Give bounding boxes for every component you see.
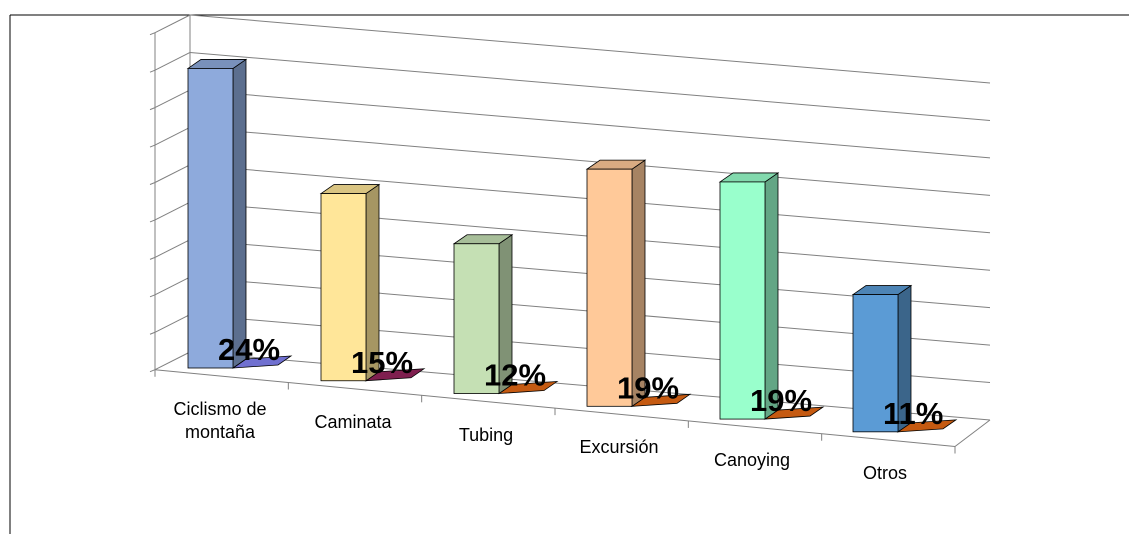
grid-line [154,314,191,333]
x-tick-label: Canoying [713,450,791,471]
bar [453,243,500,394]
tick-mark [149,107,156,111]
grid-line [154,239,191,258]
bar [187,68,234,369]
x-tick-label: Caminata [314,411,392,432]
grid-line [154,276,191,296]
grid-line [154,14,191,34]
x-tick-label: Excursión [579,437,659,458]
tick-mark [149,331,156,335]
value-label: 12% [484,358,546,393]
grid-line [189,89,991,159]
bar [586,168,633,407]
axis [954,419,991,447]
tick-mark [149,219,156,223]
bar [320,193,367,382]
x-tick-label: Ciclismo de montaña [173,399,267,442]
value-label: 24% [218,332,280,367]
tick-mark [149,294,156,298]
grid-line [154,51,191,71]
grid-line [189,51,991,121]
grid-line [154,201,191,221]
x-tick-label: Tubing [458,424,514,445]
bar [852,294,899,433]
bar [719,181,766,420]
value-label: 19% [617,370,679,405]
grid-line [154,126,191,146]
grid-line [154,351,191,371]
tick-mark [149,144,156,148]
tick-mark [149,69,156,73]
grid-line [154,89,191,109]
grid-line [189,14,991,84]
grid-line [189,126,991,196]
value-label: 11% [883,396,943,431]
value-label: 19% [750,383,812,418]
tick-mark [149,256,156,260]
grid-line [154,164,191,183]
tick-mark [149,369,156,373]
tick-mark [149,32,156,36]
bar-side [232,58,247,369]
x-tick-label: Otros [862,462,907,483]
value-label: 15% [351,345,413,380]
tick-mark [149,182,156,185]
